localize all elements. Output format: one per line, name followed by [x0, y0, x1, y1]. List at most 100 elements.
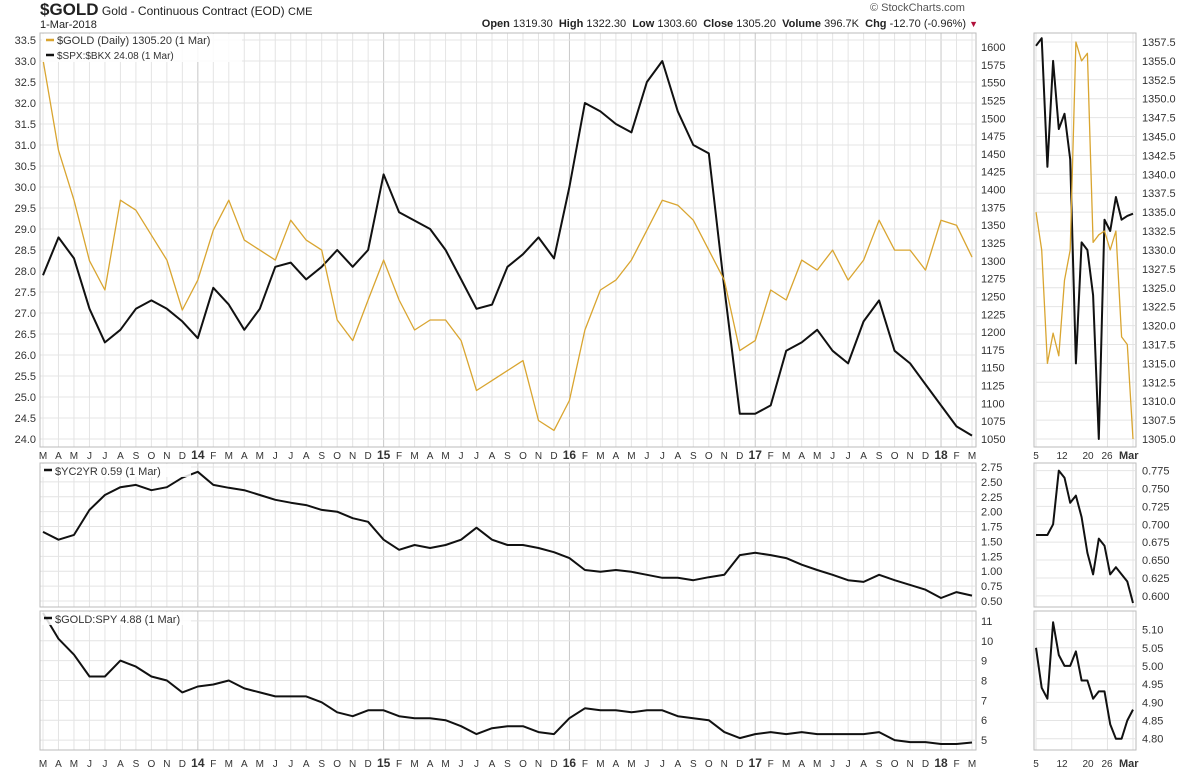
x-axis-label: J: [474, 451, 479, 462]
x-axis-label: D: [365, 759, 372, 770]
x-axis-label: N: [163, 451, 170, 462]
x-axis-label: M: [596, 759, 604, 770]
x-axis-label: A: [489, 451, 496, 462]
inset-axis-tick-label: 1350.0: [1142, 94, 1176, 106]
x-axis-label: D: [736, 759, 743, 770]
x-axis-label: M: [813, 759, 821, 770]
inset-x-axis-label: 20: [1082, 759, 1094, 770]
inset-x-axis-label: 26: [1101, 759, 1113, 770]
inset-x-axis-label: 5: [1033, 759, 1039, 770]
inset-x-axis-label: 12: [1056, 451, 1068, 462]
x-axis-label: S: [133, 759, 140, 770]
x-axis-label: A: [860, 759, 867, 770]
inset-x-axis-label: 5: [1033, 451, 1039, 462]
left-axis-tick-label: 30.0: [15, 182, 36, 194]
left-axis-tick-label: 28.0: [15, 266, 36, 278]
right-axis-tick-label: 7: [981, 695, 987, 707]
left-axis-tick-label: 30.5: [15, 161, 36, 173]
left-axis-tick-label: 24.0: [15, 434, 36, 446]
inset-axis-tick-label: 1327.5: [1142, 264, 1176, 276]
left-axis-tick-label: 24.5: [15, 413, 36, 425]
left-axis-tick-label: 33.0: [15, 56, 36, 68]
inset-axis-tick-label: 0.650: [1142, 555, 1170, 567]
x-axis-label: S: [318, 759, 325, 770]
x-axis-label: O: [705, 451, 713, 462]
inset-axis-tick-label: 5.00: [1142, 661, 1163, 673]
x-axis-label: O: [147, 759, 155, 770]
x-axis-label: 18: [934, 448, 948, 462]
x-axis-label: A: [427, 759, 434, 770]
x-axis-label: O: [891, 451, 899, 462]
x-axis-label: J: [459, 759, 464, 770]
x-axis-label: A: [55, 451, 62, 462]
x-axis-label: S: [876, 451, 883, 462]
right-axis-tick-label: 1100: [981, 398, 1005, 410]
right-axis-tick-label: 1125: [981, 381, 1005, 393]
inset-axis-tick-label: 0.675: [1142, 537, 1170, 549]
x-axis-label: J: [830, 759, 835, 770]
x-axis-label: M: [782, 759, 790, 770]
high-label: High: [558, 18, 584, 30]
x-axis-label: M: [596, 451, 604, 462]
x-axis-label: A: [303, 759, 310, 770]
right-axis-tick-label: 1.50: [981, 536, 1002, 548]
gold-spy-inset-frame: [1033, 610, 1137, 751]
x-axis-label: M: [968, 759, 976, 770]
x-axis-label: M: [256, 759, 264, 770]
x-axis-label: M: [410, 451, 418, 462]
x-axis-label: M: [225, 451, 233, 462]
series-line-gold-spy: [42, 612, 973, 745]
x-axis-label: 15: [377, 756, 391, 770]
right-axis-tick-label: 1325: [981, 238, 1005, 250]
x-axis-label: J: [459, 451, 464, 462]
x-axis-label: D: [922, 759, 929, 770]
inset-series-line: [1035, 37, 1134, 440]
x-axis-label: J: [87, 451, 92, 462]
x-axis-label: O: [705, 759, 713, 770]
x-axis-label: J: [846, 759, 851, 770]
x-axis-label: F: [953, 451, 959, 462]
x-axis-label: 18: [934, 756, 948, 770]
right-axis-tick-label: 1.75: [981, 522, 1002, 534]
x-axis-label: 14: [191, 756, 205, 770]
inset-series-line: [1036, 469, 1134, 604]
right-axis-tick-label: 10: [981, 636, 993, 648]
x-axis-label: J: [288, 451, 293, 462]
x-axis-label: A: [674, 451, 681, 462]
x-axis-label: A: [55, 759, 62, 770]
x-axis-label: J: [474, 759, 479, 770]
x-axis-label: A: [860, 451, 867, 462]
x-axis-label: M: [441, 451, 449, 462]
x-axis-label: F: [582, 451, 588, 462]
inset-axis-tick-label: 1352.5: [1142, 75, 1176, 87]
watermark: © StockCharts.com: [870, 2, 965, 14]
right-axis-tick-label: 1575: [981, 60, 1005, 72]
high-value: 1322.30: [586, 18, 627, 30]
x-axis-label: S: [504, 759, 511, 770]
series-line-yc2yr: [42, 470, 973, 599]
x-axis-label: A: [427, 451, 434, 462]
right-axis-tick-label: 8: [981, 676, 987, 688]
right-axis-tick-label: 1275: [981, 274, 1005, 286]
x-axis-label: N: [721, 759, 728, 770]
x-axis-label: J: [102, 451, 107, 462]
x-axis-label: F: [953, 759, 959, 770]
x-axis-label: A: [241, 451, 248, 462]
x-axis-label: M: [225, 759, 233, 770]
inset-axis-tick-label: 1337.5: [1142, 188, 1176, 200]
exchange: CME: [288, 6, 313, 18]
x-axis-label: J: [846, 451, 851, 462]
right-axis-tick-label: 6: [981, 715, 987, 727]
inset-axis-tick-label: 4.85: [1142, 716, 1163, 728]
x-axis-label: N: [906, 451, 913, 462]
right-axis-tick-label: 1250: [981, 291, 1005, 303]
legend-background: [42, 34, 242, 62]
right-axis-tick-label: 1600: [981, 42, 1005, 54]
inset-axis-tick-label: 1315.0: [1142, 358, 1176, 370]
x-axis-label: A: [241, 759, 248, 770]
left-axis-tick-label: 29.5: [15, 203, 36, 215]
inset-axis-tick-label: 1355.0: [1142, 56, 1176, 68]
inset-axis-tick-label: 0.700: [1142, 519, 1170, 531]
x-axis-label: D: [922, 451, 929, 462]
